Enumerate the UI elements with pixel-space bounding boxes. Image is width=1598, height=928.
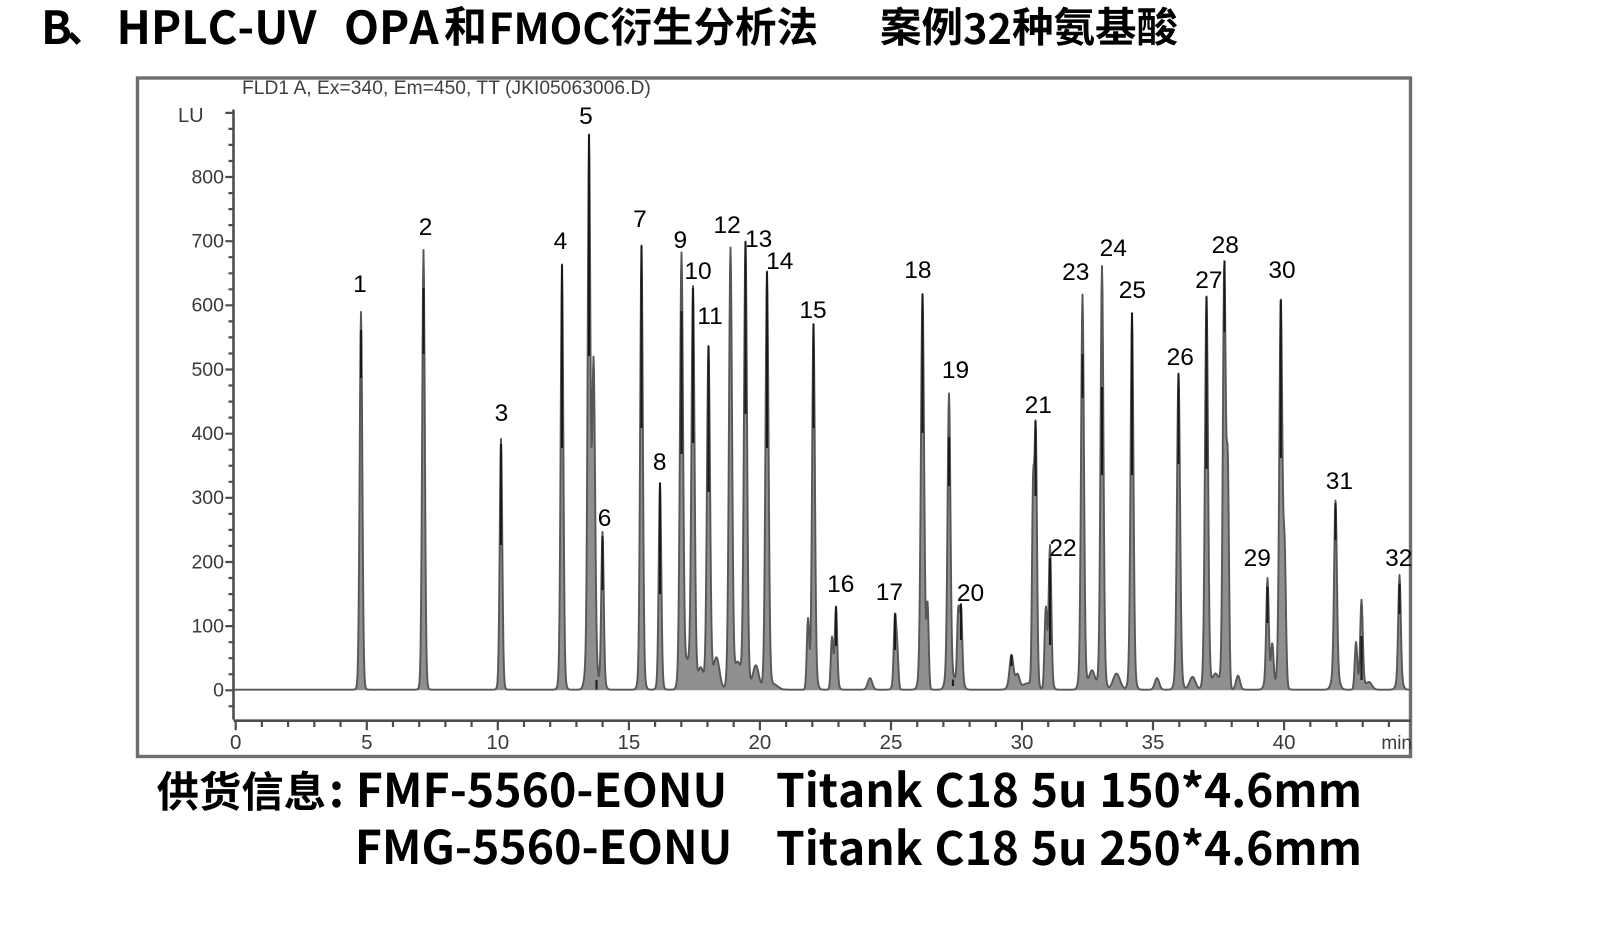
- svg-text:9: 9: [673, 227, 687, 254]
- svg-text:20: 20: [957, 580, 984, 607]
- svg-text:FLD1 A, Ex=340, Em=450, TT (JK: FLD1 A, Ex=340, Em=450, TT (JKI05063006.…: [242, 78, 651, 99]
- svg-text:40: 40: [1273, 731, 1296, 754]
- svg-text:31: 31: [1326, 468, 1353, 495]
- svg-text:10: 10: [684, 258, 711, 285]
- svg-text:3: 3: [495, 400, 509, 427]
- svg-text:23: 23: [1062, 259, 1089, 286]
- svg-text:min: min: [1381, 733, 1412, 754]
- svg-text:32: 32: [1385, 545, 1412, 572]
- svg-text:14: 14: [766, 248, 793, 275]
- svg-text:1: 1: [353, 271, 367, 298]
- svg-text:200: 200: [191, 551, 224, 573]
- svg-text:300: 300: [191, 487, 224, 509]
- svg-text:22: 22: [1049, 535, 1076, 562]
- svg-text:27: 27: [1195, 267, 1222, 294]
- svg-text:0: 0: [213, 680, 224, 702]
- svg-text:35: 35: [1142, 731, 1165, 754]
- svg-text:15: 15: [617, 731, 640, 754]
- svg-text:5: 5: [579, 103, 593, 130]
- svg-text:11: 11: [697, 303, 722, 330]
- svg-text:500: 500: [191, 359, 224, 381]
- svg-text:26: 26: [1167, 344, 1194, 371]
- svg-text:7: 7: [633, 206, 647, 233]
- svg-text:30: 30: [1011, 731, 1034, 754]
- svg-text:25: 25: [1119, 277, 1146, 304]
- svg-text:20: 20: [748, 731, 771, 754]
- svg-text:16: 16: [827, 571, 854, 598]
- svg-text:30: 30: [1268, 257, 1295, 284]
- svg-text:13: 13: [745, 226, 772, 253]
- svg-text:12: 12: [713, 212, 740, 239]
- svg-text:LU: LU: [178, 105, 204, 127]
- svg-text:17: 17: [876, 579, 903, 606]
- svg-text:8: 8: [653, 449, 667, 476]
- svg-text:0: 0: [230, 731, 241, 754]
- svg-text:15: 15: [799, 297, 826, 324]
- svg-text:18: 18: [904, 257, 931, 284]
- svg-text:5: 5: [361, 731, 372, 754]
- svg-text:2: 2: [419, 214, 433, 241]
- svg-text:600: 600: [191, 295, 224, 317]
- svg-text:10: 10: [486, 731, 509, 754]
- svg-text:24: 24: [1100, 235, 1127, 262]
- svg-text:6: 6: [598, 505, 612, 532]
- svg-text:21: 21: [1025, 392, 1052, 419]
- svg-text:28: 28: [1212, 232, 1239, 259]
- svg-text:800: 800: [191, 166, 224, 188]
- svg-text:29: 29: [1244, 545, 1271, 572]
- svg-text:400: 400: [191, 423, 224, 445]
- svg-text:19: 19: [942, 357, 969, 384]
- svg-text:4: 4: [554, 228, 568, 255]
- svg-text:700: 700: [191, 231, 224, 253]
- svg-text:100: 100: [191, 616, 224, 638]
- svg-text:25: 25: [880, 731, 903, 754]
